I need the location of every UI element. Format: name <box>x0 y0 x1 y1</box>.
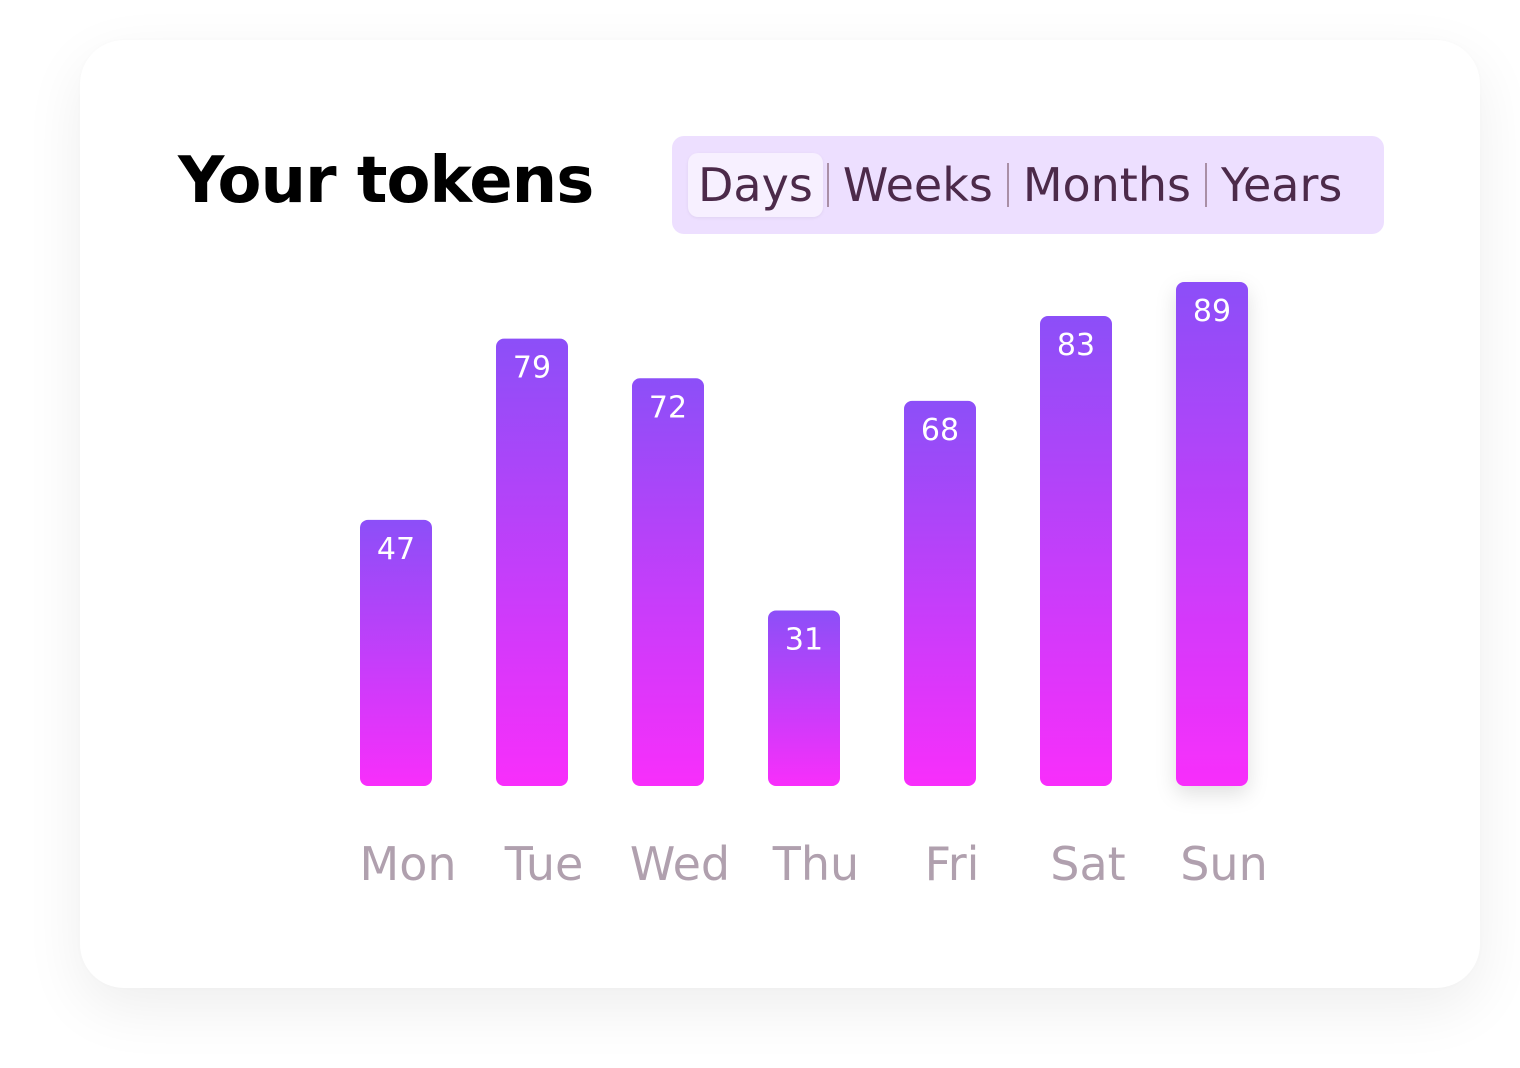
bar-value-label-sat: 83 <box>1057 328 1095 363</box>
x-label-sun: Sun <box>1180 837 1268 891</box>
bar-tue <box>496 338 568 786</box>
x-axis-labels: Mon Tue Wed Thu Fri Sat Sun <box>360 837 1268 891</box>
bar-chart: 47 79 72 31 68 83 89 Mon Tue Wed Thu Fri Sat Sun <box>360 282 1268 891</box>
bar-sun <box>1176 282 1248 786</box>
bar-value-label-sun: 89 <box>1193 294 1231 329</box>
tab-separator <box>826 163 829 207</box>
tab-years[interactable]: Years <box>1220 158 1343 212</box>
x-label-tue: Tue <box>504 837 584 891</box>
tab-weeks[interactable]: Weeks <box>842 158 993 212</box>
bar-value-label-thu: 31 <box>785 622 823 657</box>
bar-value-label-mon: 47 <box>377 532 415 567</box>
tokens-card: Your tokens Days Weeks Months Years 47 79… <box>80 40 1480 988</box>
card-title: Your tokens <box>178 144 594 218</box>
bar-wed <box>632 378 704 786</box>
x-label-wed: Wed <box>630 837 730 891</box>
bar-thu <box>768 610 840 786</box>
tab-separator <box>1006 163 1009 207</box>
x-label-fri: Fri <box>925 837 980 891</box>
tab-months[interactable]: Months <box>1022 158 1191 212</box>
tab-days[interactable]: Days <box>688 153 823 217</box>
bar-fri <box>904 400 976 786</box>
x-label-sat: Sat <box>1050 837 1125 891</box>
tab-separator <box>1204 163 1207 207</box>
bars-group <box>360 282 1248 786</box>
bar-value-label-fri: 68 <box>921 413 959 448</box>
bar-value-label-wed: 72 <box>649 390 687 425</box>
period-tabs: Days Weeks Months Years <box>672 136 1384 234</box>
bar-value-labels: 47 79 72 31 68 83 89 <box>377 294 1231 657</box>
x-label-thu: Thu <box>772 837 859 891</box>
bar-value-label-tue: 79 <box>513 351 551 386</box>
bar-mon <box>360 519 432 786</box>
bar-sat <box>1040 315 1112 786</box>
x-label-mon: Mon <box>360 837 457 891</box>
